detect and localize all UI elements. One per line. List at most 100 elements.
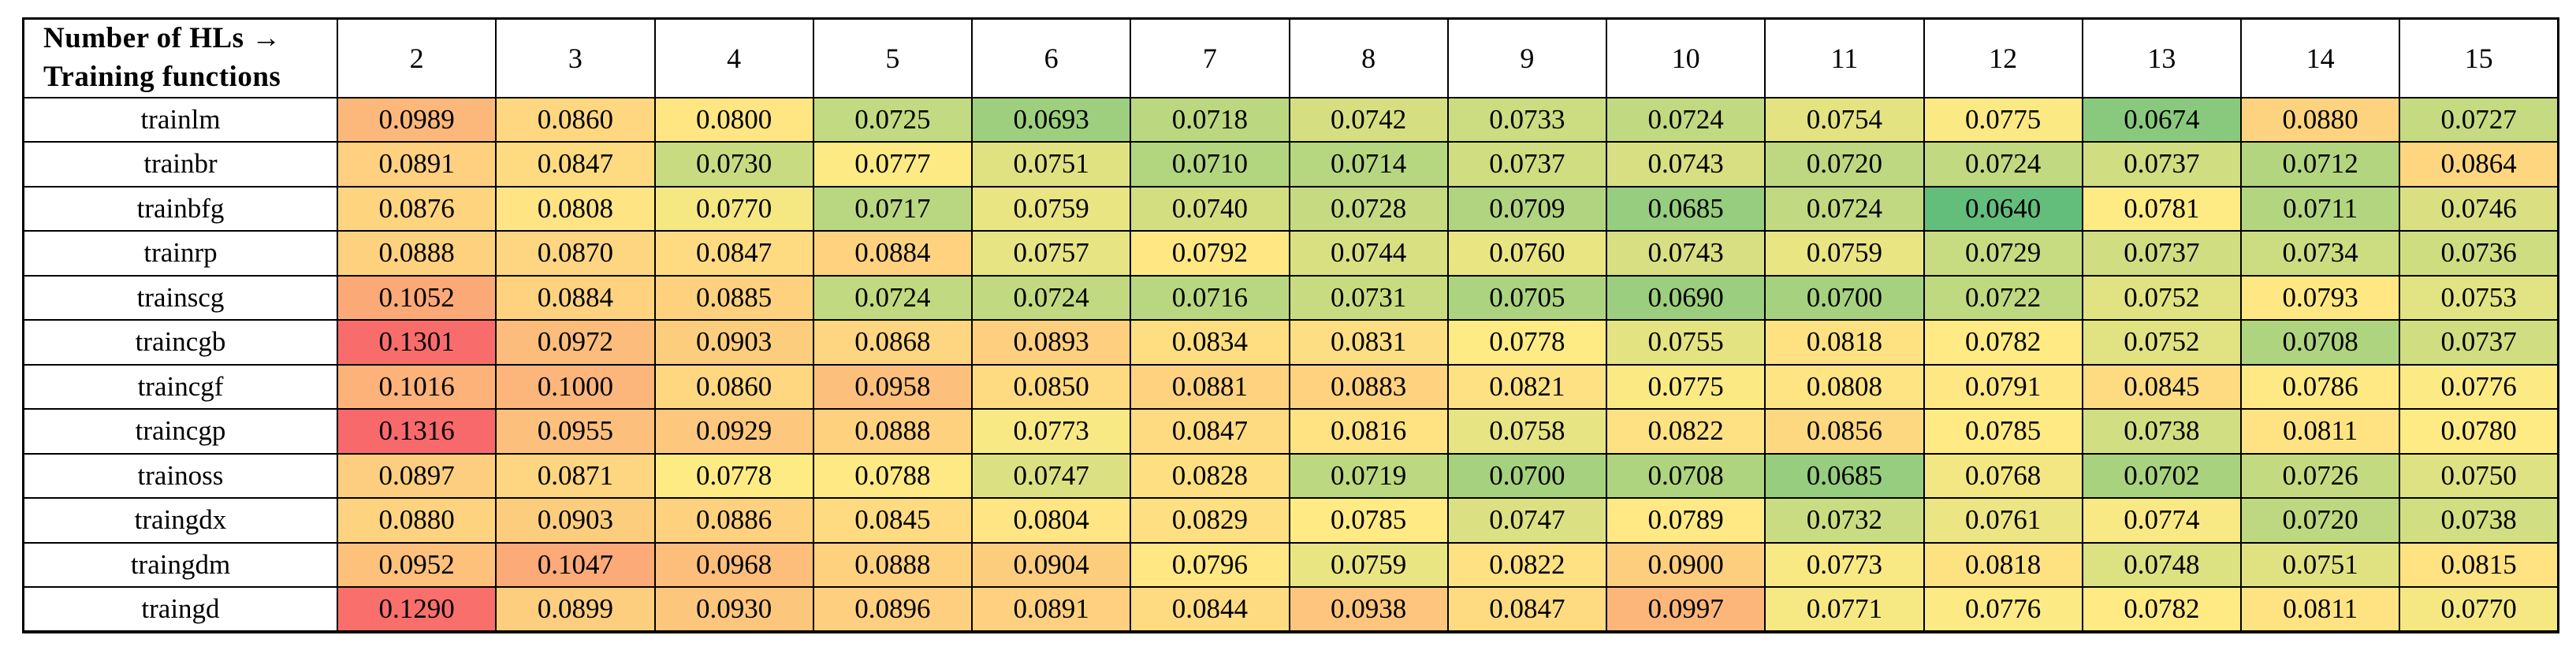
value-cell: 0.0958 <box>812 363 973 410</box>
value-cell: 0.0718 <box>1130 96 1290 143</box>
value-cell: 0.0893 <box>970 319 1132 366</box>
value-cell: 0.0693 <box>970 96 1132 143</box>
row-label: traincgf <box>22 363 338 410</box>
value-cell: 0.0816 <box>1288 408 1449 455</box>
column-header: 11 <box>1764 17 1925 98</box>
value-cell: 0.0770 <box>653 185 814 232</box>
value-cell: 0.0733 <box>1446 96 1608 143</box>
value-cell: 0.0773 <box>1764 541 1925 589</box>
table-row: traincgf 0.1016 0.1000 0.0860 0.0958 0.0850 0.… <box>22 363 2559 410</box>
value-cell: 0.0751 <box>970 141 1132 188</box>
column-header: 3 <box>495 17 656 98</box>
value-cell: 0.0722 <box>1923 274 2083 321</box>
column-header: 9 <box>1446 17 1608 98</box>
value-cell: 0.0768 <box>1923 452 2083 500</box>
value-cell: 0.0737 <box>2399 319 2559 366</box>
table-row: traingd 0.1290 0.0899 0.0930 0.0896 0.0891 0.0… <box>22 586 2559 633</box>
row-label: traingdm <box>22 541 338 589</box>
value-cell: 0.0864 <box>2399 141 2559 188</box>
table-row: traingdx 0.0880 0.0903 0.0886 0.0845 0.0804 0.… <box>22 497 2559 544</box>
value-cell: 0.0791 <box>1923 363 2083 410</box>
value-cell: 0.0829 <box>1130 497 1290 544</box>
value-cell: 0.0757 <box>970 230 1132 277</box>
value-cell: 0.0886 <box>653 497 814 544</box>
table-body: trainlm 0.0989 0.0860 0.0800 0.0725 0.0693 0.0… <box>22 96 2559 633</box>
value-cell: 0.0896 <box>812 586 973 633</box>
value-cell: 0.0708 <box>2239 319 2401 366</box>
value-cell: 0.0847 <box>653 230 814 277</box>
value-cell: 0.0724 <box>1764 185 1925 232</box>
value-cell: 0.0881 <box>1130 363 1290 410</box>
value-cell: 0.0888 <box>812 541 973 589</box>
value-cell: 0.0871 <box>495 452 656 500</box>
value-cell: 0.0789 <box>1605 497 1766 544</box>
value-cell: 0.0952 <box>336 541 497 589</box>
value-cell: 0.0796 <box>1130 541 1290 589</box>
value-cell: 0.0800 <box>653 96 814 143</box>
value-cell: 0.0738 <box>2399 497 2559 544</box>
value-cell: 0.0821 <box>1446 363 1608 410</box>
value-cell: 0.0690 <box>1605 274 1766 321</box>
value-cell: 0.0815 <box>2399 541 2559 589</box>
value-cell: 0.0700 <box>1446 452 1608 500</box>
value-cell: 0.0705 <box>1446 274 1608 321</box>
row-label: trainbr <box>22 141 338 188</box>
row-label: trainlm <box>22 96 338 143</box>
value-cell: 0.0747 <box>970 452 1132 500</box>
value-cell: 0.0734 <box>2239 230 2401 277</box>
value-cell: 0.0831 <box>1288 319 1449 366</box>
value-cell: 0.0903 <box>495 497 656 544</box>
value-cell: 0.0782 <box>2081 586 2243 633</box>
corner-header-cell: Number of HLs → Training functions <box>22 17 338 98</box>
value-cell: 0.0780 <box>2399 408 2559 455</box>
column-header: 7 <box>1130 17 1290 98</box>
value-cell: 0.0717 <box>812 185 973 232</box>
value-cell: 0.0788 <box>812 452 973 500</box>
value-cell: 0.0870 <box>495 230 656 277</box>
value-cell: 0.0771 <box>1764 586 1925 633</box>
value-cell: 0.0728 <box>1288 185 1449 232</box>
value-cell: 0.0714 <box>1288 141 1449 188</box>
column-header: 5 <box>812 17 973 98</box>
column-header: 14 <box>2239 17 2401 98</box>
value-cell: 0.0972 <box>495 319 656 366</box>
value-cell: 0.0752 <box>2081 274 2243 321</box>
value-cell: 0.0968 <box>653 541 814 589</box>
value-cell: 0.0750 <box>2399 452 2559 500</box>
value-cell: 0.0746 <box>2399 185 2559 232</box>
table-row: trainoss 0.0897 0.0871 0.0778 0.0788 0.0747 0.… <box>22 452 2559 500</box>
value-cell: 0.0997 <box>1605 586 1766 633</box>
value-cell: 0.0773 <box>970 408 1132 455</box>
value-cell: 0.0845 <box>812 497 973 544</box>
value-cell: 0.0700 <box>1764 274 1925 321</box>
value-cell: 0.1316 <box>336 408 497 455</box>
value-cell: 0.0782 <box>1923 319 2083 366</box>
value-cell: 0.0711 <box>2239 185 2401 232</box>
value-cell: 0.0818 <box>1764 319 1925 366</box>
value-cell: 0.0899 <box>495 586 656 633</box>
value-cell: 0.0761 <box>1923 497 2083 544</box>
value-cell: 0.0781 <box>2081 185 2243 232</box>
table-row: trainbfg 0.0876 0.0808 0.0770 0.0717 0.0759 0.… <box>22 185 2559 232</box>
column-header: 13 <box>2081 17 2243 98</box>
value-cell: 0.0828 <box>1130 452 1290 500</box>
table-row: traincgp 0.1316 0.0955 0.0929 0.0888 0.0773 0.… <box>22 408 2559 455</box>
value-cell: 0.0640 <box>1923 185 2083 232</box>
value-cell: 0.0989 <box>336 96 497 143</box>
value-cell: 0.0760 <box>1446 230 1608 277</box>
value-cell: 0.0880 <box>2239 96 2401 143</box>
value-cell: 0.0904 <box>970 541 1132 589</box>
value-cell: 0.0778 <box>653 452 814 500</box>
value-cell: 0.0712 <box>2239 141 2401 188</box>
value-cell: 0.1016 <box>336 363 497 410</box>
value-cell: 0.0903 <box>653 319 814 366</box>
value-cell: 0.0732 <box>1764 497 1925 544</box>
value-cell: 0.0876 <box>336 185 497 232</box>
value-cell: 0.0702 <box>2081 452 2243 500</box>
value-cell: 0.0709 <box>1446 185 1608 232</box>
value-cell: 0.0883 <box>1288 363 1449 410</box>
value-cell: 0.0730 <box>653 141 814 188</box>
value-cell: 0.0774 <box>2081 497 2243 544</box>
value-cell: 0.0860 <box>653 363 814 410</box>
